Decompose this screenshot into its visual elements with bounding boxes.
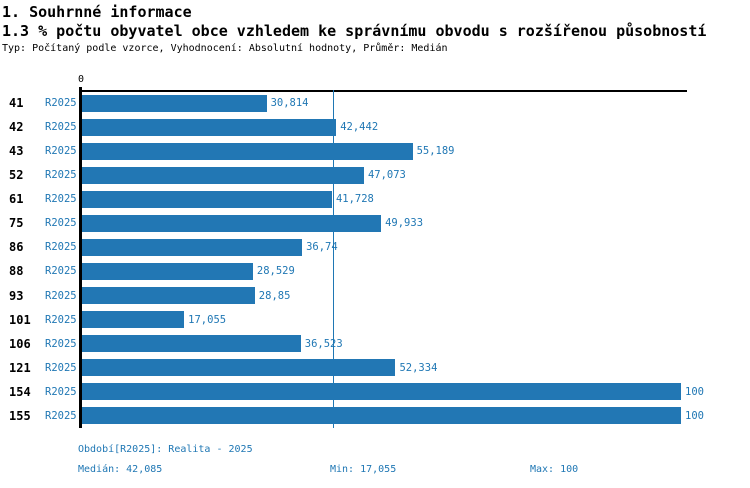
stat-min: Min: 17,055 — [330, 464, 397, 475]
bar-value-label: 28,85 — [258, 289, 291, 302]
row-category-label: 93 — [9, 288, 24, 303]
bar — [82, 142, 413, 160]
row-category-label: 86 — [9, 240, 24, 255]
x-axis-tick-zero: 0 — [77, 74, 85, 85]
chart-row: 52 R2025 47,073 — [0, 163, 750, 187]
chart-row: 93 R2025 28,85 — [0, 284, 750, 308]
indicator-title: 1.3 % počtu obyvatel obce vzhledem ke sp… — [2, 22, 707, 40]
row-category-label: 41 — [9, 96, 24, 110]
row-category-label: 154 — [9, 384, 31, 399]
row-category-label: 101 — [9, 312, 31, 327]
report-section-title: 1. Souhrnné informace — [2, 3, 192, 21]
bar — [82, 407, 681, 425]
bar-value-label: 28,529 — [256, 265, 295, 278]
bar — [82, 118, 337, 136]
bar-value-label: 42,442 — [340, 121, 379, 134]
chart-row: 86 R2025 36,74 — [0, 235, 750, 259]
row-series-label: R2025 — [45, 97, 77, 109]
bar-value-label: 55,189 — [416, 145, 455, 158]
row-category-label: 121 — [9, 360, 31, 375]
row-series-label: R2025 — [45, 121, 77, 134]
chart-row: 121 R2025 52,334 — [0, 356, 750, 380]
row-series-label: R2025 — [45, 241, 77, 254]
bar-chart: 41 R2025 30,814 42 R2025 42,442 43 R2025 55,189 5… — [0, 91, 750, 429]
bar-value-label: 100 — [685, 409, 704, 422]
x-axis-line — [79, 90, 687, 92]
row-category-label: 155 — [9, 408, 31, 423]
row-series-label: R2025 — [45, 193, 77, 206]
bar — [82, 311, 185, 329]
row-category-label: 75 — [9, 216, 24, 231]
bar — [82, 166, 364, 184]
chart-row: 75 R2025 49,933 — [0, 211, 750, 235]
row-series-label: R2025 — [45, 265, 77, 278]
row-series-label: R2025 — [45, 217, 77, 230]
row-category-label: 43 — [9, 144, 24, 159]
row-series-label: R2025 — [45, 169, 77, 182]
bar — [82, 262, 253, 280]
bar — [82, 359, 396, 377]
indicator-meta: Typ: Počítaný podle vzorce, Vyhodnocení:… — [2, 43, 448, 54]
row-category-label: 61 — [9, 192, 24, 207]
y-axis-line — [79, 87, 82, 428]
bar — [82, 335, 301, 353]
chart-row: 101 R2025 17,055 — [0, 308, 750, 332]
row-category-label: 42 — [9, 120, 24, 135]
chart-row: 154 R2025 100 — [0, 380, 750, 404]
bar-value-label: 36,523 — [304, 337, 343, 350]
bar-value-label: 36,74 — [306, 241, 338, 254]
bar-value-label: 52,334 — [399, 361, 438, 374]
bar-value-label: 30,814 — [270, 97, 309, 109]
bar-value-label: 41,728 — [335, 193, 374, 206]
row-series-label: R2025 — [45, 145, 77, 158]
chart-row: 88 R2025 28,529 — [0, 259, 750, 283]
bar — [82, 214, 382, 232]
row-series-label: R2025 — [45, 409, 77, 422]
row-series-label: R2025 — [45, 289, 77, 302]
chart-row: 61 R2025 41,728 — [0, 187, 750, 211]
bar — [82, 190, 332, 208]
bar-value-label: 100 — [685, 385, 704, 398]
row-category-label: 52 — [9, 168, 24, 183]
bar — [82, 94, 267, 112]
row-series-label: R2025 — [45, 385, 77, 398]
bar — [82, 287, 255, 305]
stat-median: Medián: 42,085 — [78, 464, 163, 475]
row-category-label: 88 — [9, 264, 24, 279]
legend-period: Období[R2025]: Realita - 2025 — [78, 444, 253, 455]
chart-row: 42 R2025 42,442 — [0, 115, 750, 139]
median-reference-line — [333, 90, 334, 428]
chart-row: 43 R2025 55,189 — [0, 139, 750, 163]
chart-row: 41 R2025 30,814 — [0, 91, 750, 115]
bar-value-label: 49,933 — [385, 217, 424, 230]
row-series-label: R2025 — [45, 337, 77, 350]
bar-value-label: 47,073 — [367, 169, 406, 182]
bar — [82, 238, 303, 256]
chart-row: 155 R2025 100 — [0, 404, 750, 428]
stat-max: Max: 100 — [530, 464, 579, 475]
row-series-label: R2025 — [45, 361, 77, 374]
bar-value-label: 17,055 — [188, 313, 227, 326]
bar — [82, 383, 681, 401]
row-series-label: R2025 — [45, 313, 77, 326]
chart-row: 106 R2025 36,523 — [0, 332, 750, 356]
row-category-label: 106 — [9, 336, 31, 351]
